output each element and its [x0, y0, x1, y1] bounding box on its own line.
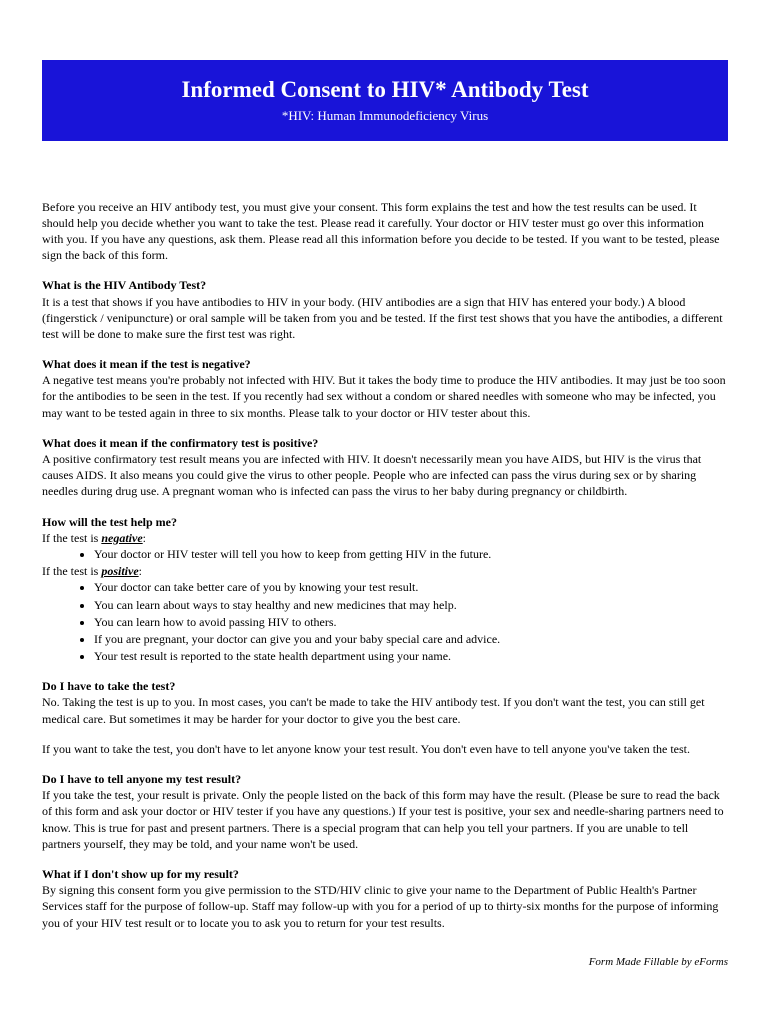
list-item: If you are pregnant, your doctor can giv…	[94, 631, 728, 647]
if-prefix: If the test is	[42, 531, 101, 545]
section-heading: What if I don't show up for my result?	[42, 866, 728, 882]
section-body: A negative test means you're probably no…	[42, 372, 728, 421]
section-heading: Do I have to take the test?	[42, 678, 728, 694]
section-body: No. Taking the test is up to you. In mos…	[42, 694, 728, 726]
section-help-me: How will the test help me? If the test i…	[42, 514, 728, 665]
section-negative: What does it mean if the test is negativ…	[42, 356, 728, 421]
section-heading: Do I have to tell anyone my test result?	[42, 771, 728, 787]
if-positive-line: If the test is positive:	[42, 563, 728, 579]
document-title: Informed Consent to HIV* Antibody Test	[52, 74, 718, 105]
list-item: Your doctor can take better care of you …	[94, 579, 728, 595]
list-item: Your test result is reported to the stat…	[94, 648, 728, 664]
section-body-2: If you want to take the test, you don't …	[42, 741, 728, 757]
section-no-show: What if I don't show up for my result? B…	[42, 866, 728, 931]
intro-paragraph: Before you receive an HIV antibody test,…	[42, 199, 728, 264]
section-have-to-take: Do I have to take the test? No. Taking t…	[42, 678, 728, 757]
section-heading: How will the test help me?	[42, 514, 728, 530]
header-banner: Informed Consent to HIV* Antibody Test *…	[42, 60, 728, 141]
section-heading: What does it mean if the confirmatory te…	[42, 435, 728, 451]
list-item: You can learn about ways to stay healthy…	[94, 597, 728, 613]
section-positive: What does it mean if the confirmatory te…	[42, 435, 728, 500]
section-body: If you take the test, your result is pri…	[42, 787, 728, 852]
if-suffix: :	[139, 564, 142, 578]
if-suffix: :	[143, 531, 146, 545]
section-heading: What is the HIV Antibody Test?	[42, 277, 728, 293]
if-prefix: If the test is	[42, 564, 101, 578]
list-item: Your doctor or HIV tester will tell you …	[94, 546, 728, 562]
section-body: It is a test that shows if you have anti…	[42, 294, 728, 343]
section-tell-anyone: Do I have to tell anyone my test result?…	[42, 771, 728, 852]
positive-word: positive	[101, 564, 138, 578]
footer-credit: Form Made Fillable by eForms	[42, 955, 728, 970]
section-body: A positive confirmatory test result mean…	[42, 451, 728, 500]
negative-bullets: Your doctor or HIV tester will tell you …	[94, 546, 728, 562]
positive-bullets: Your doctor can take better care of you …	[94, 579, 728, 664]
section-what-is-test: What is the HIV Antibody Test? It is a t…	[42, 277, 728, 342]
section-heading: What does it mean if the test is negativ…	[42, 356, 728, 372]
list-item: You can learn how to avoid passing HIV t…	[94, 614, 728, 630]
document-subtitle: *HIV: Human Immunodeficiency Virus	[52, 107, 718, 125]
if-negative-line: If the test is negative:	[42, 530, 728, 546]
negative-word: negative	[101, 531, 142, 545]
section-body: By signing this consent form you give pe…	[42, 882, 728, 931]
